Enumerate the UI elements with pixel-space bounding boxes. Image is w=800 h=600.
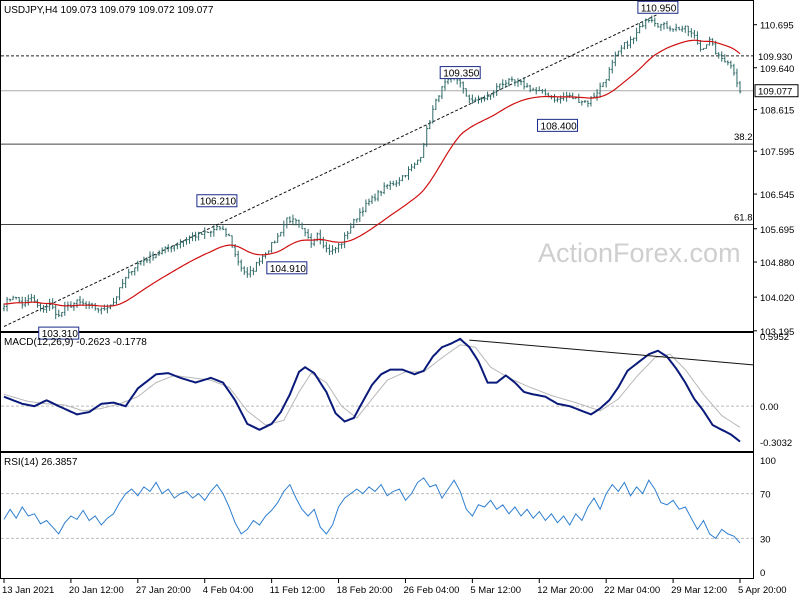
macd-title: MACD(12,26,9) -0.2623 -0.1778 (4, 337, 147, 348)
x-tick-label: 5 Mar 12:00 (470, 585, 521, 596)
swing-label-box (196, 194, 238, 208)
fib-level-label: 61.8 (734, 212, 753, 223)
price-y-tick-label: 105.695 (760, 225, 794, 236)
macd-y-tick-label: 0.00 (760, 402, 779, 413)
price-y-tick-label: 110.695 (760, 21, 794, 32)
swing-label-text: 103.310 (42, 329, 79, 340)
price-pane (0, 0, 754, 332)
swing-label-box (38, 326, 80, 340)
macd-line (3, 337, 741, 443)
x-tick-label: 20 Jan 12:00 (69, 585, 124, 596)
rsi-y-tick-label: 100 (760, 456, 776, 467)
macd-y-tick-label: -0.3032 (760, 438, 792, 449)
x-tick-label: 4 Feb 04:00 (203, 585, 254, 596)
rsi-title: RSI(14) 26.3857 (4, 457, 78, 468)
swing-label-box (439, 66, 481, 80)
swing-label: 110.950 (637, 0, 679, 14)
swing-label: 103.310 (38, 326, 80, 340)
watermark: ActionForex.com (538, 238, 741, 268)
macd-trendline (469, 339, 754, 366)
macd-y-tick-label: 0.5952 (760, 332, 789, 343)
swing-label-box (266, 261, 308, 275)
x-tick-label: 27 Jan 20:00 (136, 585, 191, 596)
resistance-price-tag: 109.930 (758, 52, 792, 63)
x-tick-label: 12 Mar 20:00 (537, 585, 593, 596)
swing-label-text: 106.210 (200, 197, 237, 208)
rsi-y-tick-label: 70 (760, 490, 771, 501)
macd-pane (0, 332, 754, 452)
swing-label-text: 109.350 (443, 69, 480, 80)
price-y-tick-label: 104.020 (760, 293, 794, 304)
x-tick-label: 18 Feb 20:00 (337, 585, 393, 596)
current-price-tag: 109.077 (758, 87, 792, 98)
x-tick-label: 11 Feb 12:00 (270, 585, 325, 596)
swing-label: 108.400 (537, 118, 579, 132)
x-tick-label: 29 Mar 12:00 (671, 585, 727, 596)
swing-label: 104.910 (266, 261, 308, 275)
current-price-tag-border (754, 84, 799, 98)
rsi-y-tick-label: 0 (760, 568, 765, 579)
price-title: USDJPY,H4 109.073 109.079 109.072 109.07… (4, 5, 214, 16)
rsi-y-tick-label: 30 (760, 534, 771, 545)
swing-label: 106.210 (196, 194, 238, 208)
swing-label-box (537, 118, 579, 132)
price-y-tick-label: 103.195 (760, 327, 794, 338)
price-y-tick-label: 104.880 (760, 258, 794, 269)
price-y-tick-label: 108.615 (760, 106, 794, 117)
swing-label-text: 110.950 (641, 3, 677, 14)
price-y-tick-label: 106.545 (760, 190, 794, 201)
price-trendline (3, 13, 659, 327)
rsi-line (3, 477, 741, 544)
moving-average-line (3, 39, 741, 307)
x-tick-label: 22 Mar 04:00 (604, 585, 660, 596)
price-y-tick-label: 109.640 (760, 64, 794, 75)
swing-label: 109.350 (439, 66, 481, 80)
rsi-pane (0, 452, 754, 579)
current-price-tag-box (755, 84, 798, 97)
fib-level-label: 38.2 (734, 132, 753, 143)
x-tick-label: 13 Jan 2021 (2, 585, 54, 596)
price-y-tick-label: 107.595 (760, 147, 794, 158)
swing-label-box (637, 0, 679, 14)
resistance-price-tag-box (755, 49, 798, 62)
swing-label-text: 104.910 (270, 264, 307, 275)
x-tick-label: 26 Feb 04:00 (403, 585, 459, 596)
macd-signal-line (3, 344, 741, 428)
swing-label-text: 108.400 (541, 121, 578, 132)
x-tick-label: 5 Apr 20:00 (738, 585, 787, 596)
